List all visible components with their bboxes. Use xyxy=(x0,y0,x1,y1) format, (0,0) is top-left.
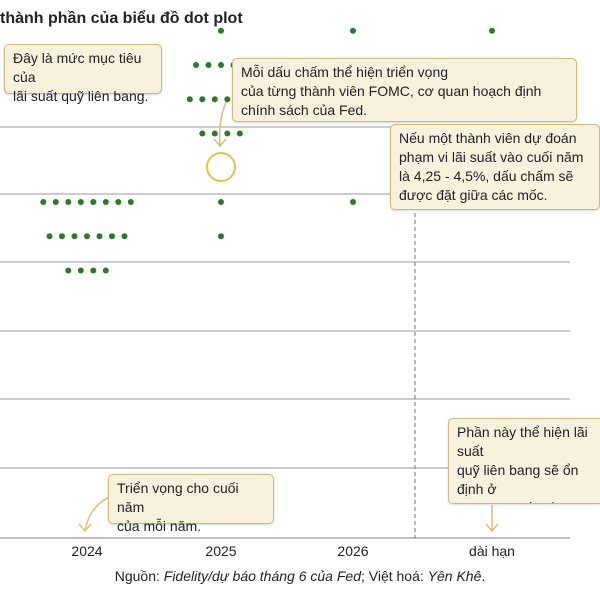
connector-longer-run-arrow xyxy=(485,523,499,533)
dot-2025 xyxy=(218,27,224,34)
dot-2025 xyxy=(236,130,243,137)
x-tick-label: dài hạn xyxy=(469,543,515,559)
x-axis-ticks: 2024 2025 2026 dài hạn xyxy=(71,543,515,559)
dot-2025 xyxy=(199,96,206,103)
source-fidelity: Fidelity/dự báo tháng 6 của Fed xyxy=(163,568,361,584)
dot-2024 xyxy=(77,267,84,274)
connector-year-end-arrow xyxy=(78,523,92,533)
dot-2024 xyxy=(40,199,47,205)
callout-target-rate-text: Đây là mức mục tiêu của lãi suất quỹ liê… xyxy=(13,50,149,104)
dot-2024 xyxy=(46,233,53,240)
dot-2026 xyxy=(350,27,356,34)
dot-2024 xyxy=(115,199,122,205)
dot-2025 xyxy=(224,96,231,103)
dot-2024 xyxy=(109,233,115,240)
dot-2024 xyxy=(77,199,84,205)
source-suffix: . xyxy=(481,568,486,584)
x-tick-label: 2025 xyxy=(205,543,236,559)
dot-2024 xyxy=(90,199,97,205)
dot-2024 xyxy=(84,233,90,240)
dot-2024 xyxy=(65,199,72,205)
dot-dài-hạn xyxy=(489,27,495,34)
callout-between-ticks-text: Nếu một thành viên dự đoán phạm vi lãi s… xyxy=(399,130,584,203)
source-note: Nguồn: Fidelity/dự báo tháng 6 của Fed; … xyxy=(0,568,600,584)
highlighted-dot-ring xyxy=(206,152,236,182)
callout-target-rate: Đây là mức mục tiêu của lãi suất quỹ liê… xyxy=(4,44,162,104)
dot-2024 xyxy=(90,267,97,274)
callout-year-end: Triển vọng cho cuối năm của mỗi năm. xyxy=(108,474,274,534)
dot-2025 xyxy=(218,233,224,240)
gridlines xyxy=(0,126,570,539)
dot-2025 xyxy=(186,96,193,103)
dot-2024 xyxy=(121,233,128,240)
dot-2024 xyxy=(59,233,65,240)
dot-2025 xyxy=(211,130,218,137)
callout-longer-run-text: Phần này thể hiện lãi suất quỹ liên bang… xyxy=(457,424,588,503)
dot-2025 xyxy=(218,199,224,205)
x-tick-label: 2024 xyxy=(71,543,102,559)
source-prefix: Nguồn: xyxy=(114,568,164,584)
dot-2024 xyxy=(102,199,109,205)
connector-each-dot xyxy=(218,97,229,146)
chart-title: thành phần của biểu đồ dot plot xyxy=(0,10,243,27)
source-translator: Yên Khê xyxy=(427,568,482,584)
dot-2025 xyxy=(211,96,218,103)
dot-2025 xyxy=(224,130,231,137)
dot-2024 xyxy=(65,267,72,274)
dot-2025 xyxy=(205,62,212,68)
callout-each-dot-text: Mỗi dấu chấm thể hiện triển vọng của từn… xyxy=(241,64,542,118)
dot-2026 xyxy=(350,199,356,205)
callout-year-end-text: Triển vọng cho cuối năm của mỗi năm. xyxy=(117,480,239,534)
dot-2025 xyxy=(193,62,199,68)
dot-2024 xyxy=(52,199,59,205)
dot-2024 xyxy=(96,233,103,240)
source-middle: ; Việt hoá: xyxy=(360,568,428,584)
x-tick-label: 2026 xyxy=(337,543,368,559)
callout-between-ticks: Nếu một thành viên dự đoán phạm vi lãi s… xyxy=(390,124,600,210)
callout-each-dot: Mỗi dấu chấm thể hiện triển vọng của từn… xyxy=(232,58,577,122)
dot-2024 xyxy=(127,199,134,205)
dot-2025 xyxy=(218,62,224,68)
connector-each-dot-arrow xyxy=(213,138,227,148)
dot-2024 xyxy=(102,267,109,274)
callout-longer-run: Phần này thể hiện lãi suất quỹ liên bang… xyxy=(448,418,600,504)
dot-2024 xyxy=(71,233,78,240)
dot-2025 xyxy=(199,130,206,137)
